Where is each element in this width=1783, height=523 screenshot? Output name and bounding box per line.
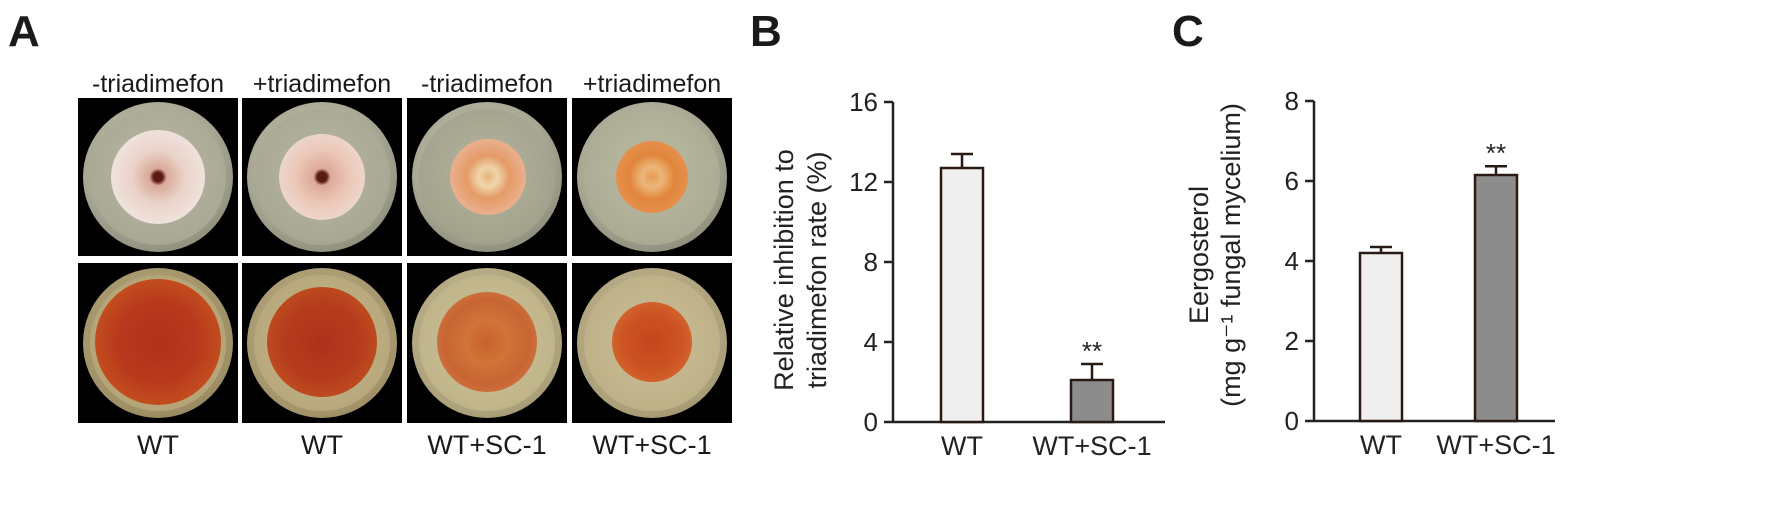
plate-photo-sc1-minus-triadimefon-reverse — [407, 263, 567, 423]
chart-b-ytick-label-1: 4 — [864, 327, 878, 357]
plate-bottom-label-3: WT+SC-1 — [427, 430, 547, 460]
chart-c-ylabel-line1: Eergosterol — [1184, 186, 1214, 324]
chart-c-bar-1 — [1473, 173, 1519, 423]
plate-photo-wt-minus-triadimefon — [78, 98, 238, 256]
chart-b-ylabel-line1: Relative inhibition to — [769, 149, 799, 391]
chart-b-bar-1 — [1069, 378, 1115, 424]
chart-b-category-label-0: WT — [941, 431, 983, 461]
chart-b-ytick-label-0: 0 — [864, 407, 878, 437]
chart-b: 0 4 8 12 16 WT ** WT+SC-1 Relative inhibition to… — [769, 87, 1165, 461]
chart-c-ytick-label-2: 4 — [1285, 246, 1299, 276]
chart-b-category-label-1: WT+SC-1 — [1032, 431, 1151, 461]
plate-photo-sc1-plus-triadimefon-reverse — [572, 263, 732, 423]
chart-c-ytick-label-0: 0 — [1285, 406, 1299, 436]
chart-c-ytick-label-3: 6 — [1285, 166, 1299, 196]
plate-bottom-label-2: WT — [301, 430, 343, 460]
plate-bottom-label-1: WT — [137, 430, 179, 460]
plate-photo-wt-minus-triadimefon-reverse — [78, 263, 238, 423]
chart-c-significance-1: ** — [1486, 138, 1506, 168]
plate-label-3: -triadimefon — [421, 70, 553, 98]
plate-photo-wt-plus-triadimefon — [242, 98, 402, 256]
chart-c-category-label-1: WT+SC-1 — [1436, 430, 1555, 460]
chart-b-ytick-label-4: 16 — [849, 87, 878, 117]
plate-label-2: +triadimefon — [252, 70, 392, 98]
chart-b-ytick-label-3: 12 — [849, 167, 878, 197]
chart-c-ytick-label-4: 8 — [1285, 86, 1299, 116]
plate-label-1: -triadimefon — [92, 70, 224, 98]
panel-a-letter: A — [8, 7, 40, 56]
chart-b-bar-0 — [939, 166, 985, 424]
chart-c: 0 2 4 6 8 WT ** WT+SC-1 Eergosterol (mg g⁻¹ funga… — [1184, 86, 1556, 460]
chart-c-bar-0 — [1358, 251, 1404, 423]
chart-b-significance-1: ** — [1082, 336, 1102, 366]
chart-c-ylabel-line2: (mg g⁻¹ fungal mycelium) — [1216, 103, 1246, 407]
chart-b-ylabel-line2: triadimefon rate (%) — [802, 151, 832, 388]
panel-c-letter: C — [1172, 7, 1204, 56]
chart-b-ytick-label-2: 8 — [864, 247, 878, 277]
plate-label-4: +triadimefon — [582, 70, 722, 98]
chart-c-category-label-0: WT — [1360, 430, 1402, 460]
plate-bottom-label-4: WT+SC-1 — [592, 430, 712, 460]
plate-photo-sc1-minus-triadimefon — [407, 98, 567, 256]
plate-photo-wt-plus-triadimefon-reverse — [242, 263, 402, 423]
chart-c-ytick-label-1: 2 — [1285, 326, 1299, 356]
plate-photo-sc1-plus-triadimefon — [572, 98, 732, 256]
panel-b-letter: B — [750, 7, 782, 56]
